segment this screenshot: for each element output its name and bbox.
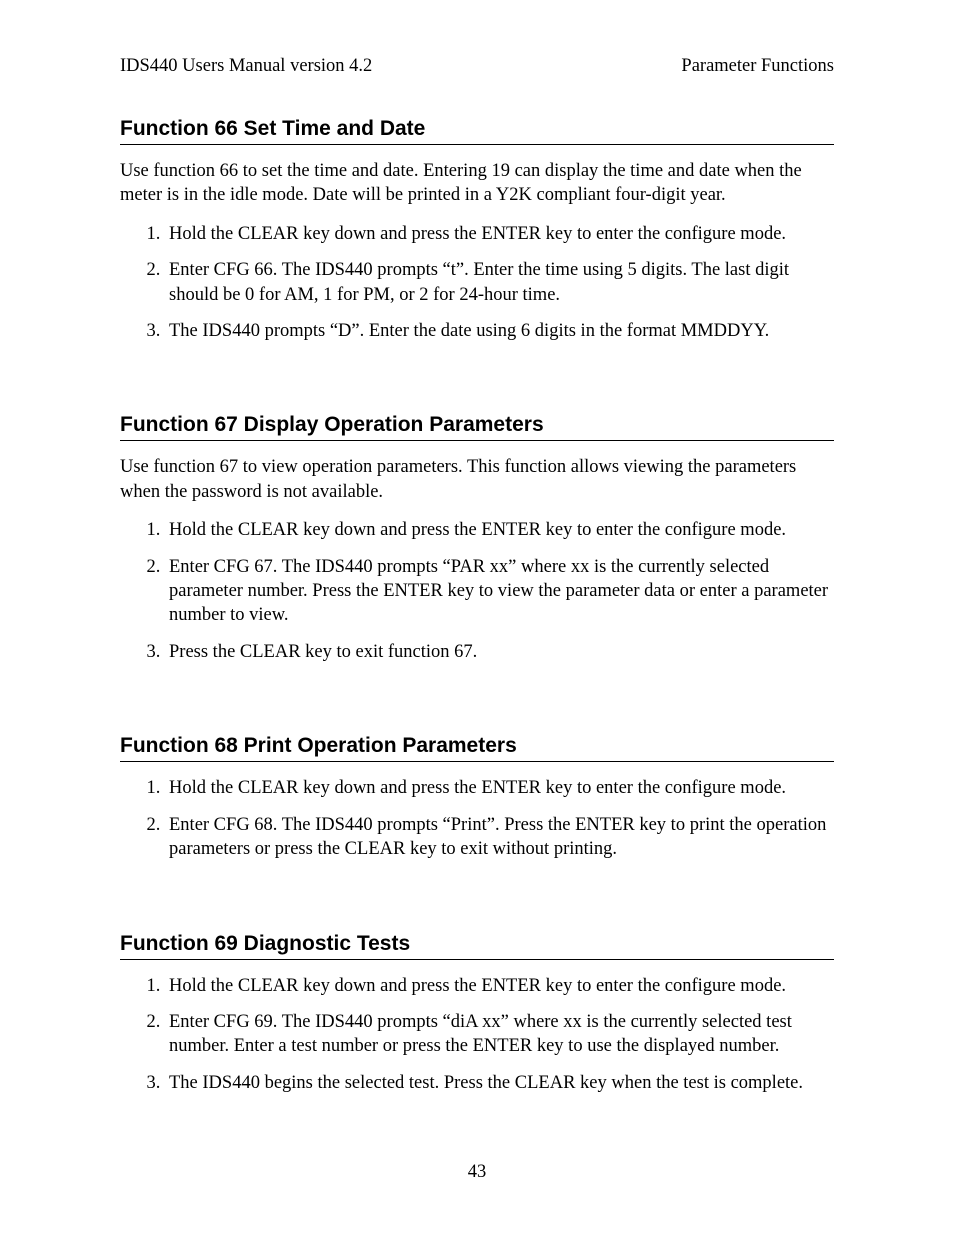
section-intro: Use function 67 to view operation parame… [120, 455, 834, 504]
section-title: Function 68 Print Operation Parameters [120, 734, 834, 762]
section-function-67: Function 67 Display Operation Parameters… [120, 413, 834, 664]
list-item: Press the CLEAR key to exit function 67. [165, 640, 834, 664]
list-item: Enter CFG 69. The IDS440 prompts “diA xx… [165, 1010, 834, 1059]
list-item: Enter CFG 67. The IDS440 prompts “PAR xx… [165, 555, 834, 628]
page-number: 43 [0, 1162, 954, 1183]
list-item: Hold the CLEAR key down and press the EN… [165, 974, 834, 998]
section-function-69: Function 69 Diagnostic Tests Hold the CL… [120, 932, 834, 1096]
list-item: The IDS440 prompts “D”. Enter the date u… [165, 319, 834, 343]
instruction-list: Hold the CLEAR key down and press the EN… [120, 518, 834, 664]
instruction-list: Hold the CLEAR key down and press the EN… [120, 974, 834, 1096]
document-page: IDS440 Users Manual version 4.2 Paramete… [0, 0, 954, 1235]
section-title: Function 69 Diagnostic Tests [120, 932, 834, 960]
section-title: Function 66 Set Time and Date [120, 117, 834, 145]
page-header: IDS440 Users Manual version 4.2 Paramete… [120, 56, 834, 77]
list-item: Hold the CLEAR key down and press the EN… [165, 222, 834, 246]
section-intro: Use function 66 to set the time and date… [120, 159, 834, 208]
section-function-66: Function 66 Set Time and Date Use functi… [120, 117, 834, 343]
instruction-list: Hold the CLEAR key down and press the EN… [120, 776, 834, 861]
section-function-68: Function 68 Print Operation Parameters H… [120, 734, 834, 861]
header-right: Parameter Functions [681, 56, 834, 77]
section-title: Function 67 Display Operation Parameters [120, 413, 834, 441]
list-item: Hold the CLEAR key down and press the EN… [165, 518, 834, 542]
list-item: Enter CFG 66. The IDS440 prompts “t”. En… [165, 258, 834, 307]
instruction-list: Hold the CLEAR key down and press the EN… [120, 222, 834, 344]
list-item: Hold the CLEAR key down and press the EN… [165, 776, 834, 800]
header-left: IDS440 Users Manual version 4.2 [120, 56, 372, 77]
list-item: Enter CFG 68. The IDS440 prompts “Print”… [165, 813, 834, 862]
list-item: The IDS440 begins the selected test. Pre… [165, 1071, 834, 1095]
